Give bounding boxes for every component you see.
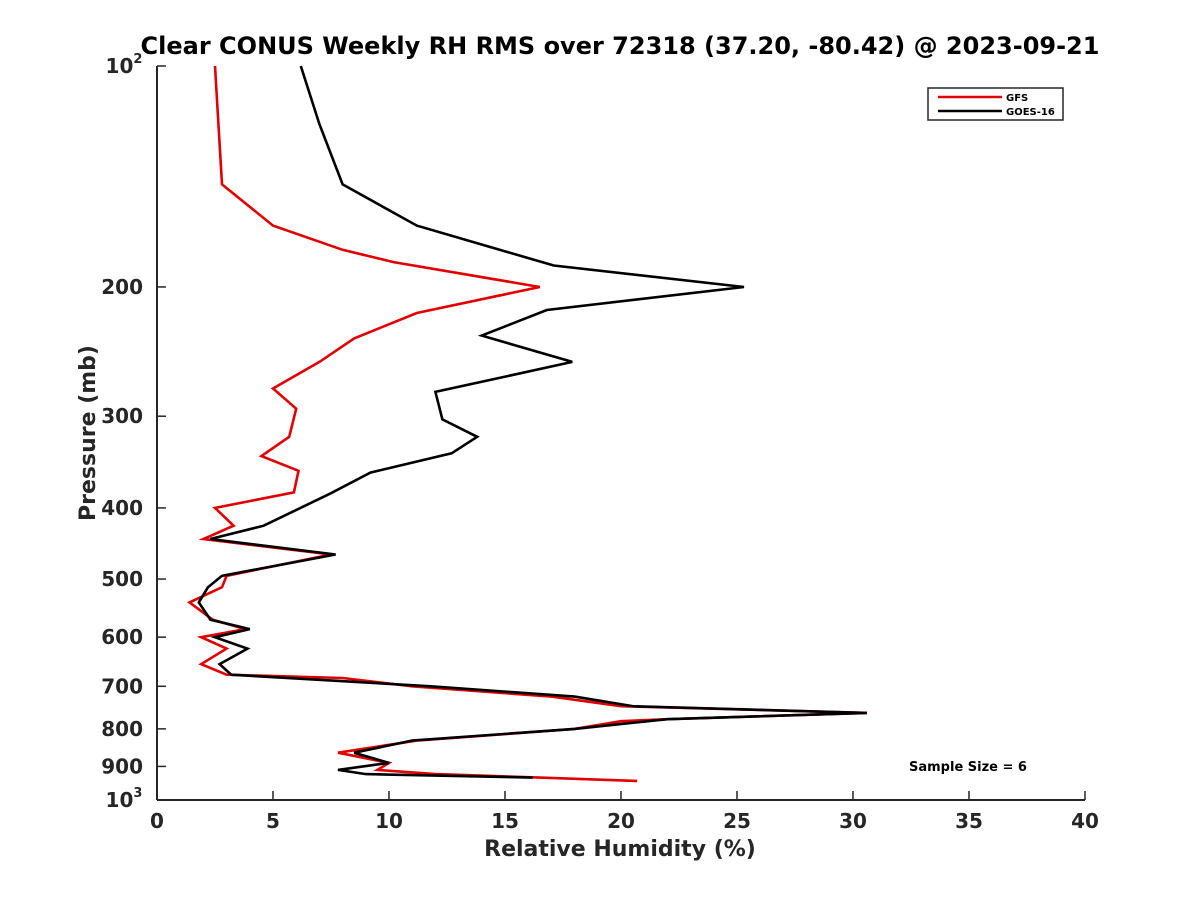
x-tick-label: 35: [955, 809, 983, 833]
x-tick-label: 15: [491, 809, 519, 833]
sample-size-annotation: Sample Size = 6: [909, 760, 1027, 775]
y-tick-label: 200: [101, 275, 143, 299]
x-tick-label: 10: [375, 809, 403, 833]
y-tick-label: 300: [101, 404, 143, 428]
legend: GFS GOES-16: [927, 87, 1064, 121]
plot-area: 0 5 10 15 20 25 30 35 40 102 200 300 400 500 600 700 800…: [101, 52, 1099, 833]
x-tick-label: 25: [723, 809, 751, 833]
legend-label-goes-16: GOES-16: [1006, 107, 1055, 118]
y-tick-label: 800: [101, 717, 143, 741]
y-axis-label: Pressure (mb): [76, 345, 101, 521]
y-tick-label: 400: [101, 496, 143, 520]
y-tick-label: 900: [101, 754, 143, 778]
x-tick-label: 30: [839, 809, 867, 833]
y-tick-label: 103: [106, 786, 143, 812]
series-line-gfs: [186, 65, 867, 783]
legend-label-gfs: GFS: [1006, 93, 1028, 104]
y-tick-label: 700: [101, 674, 143, 698]
x-tick-label: 40: [1071, 809, 1099, 833]
x-tick-label: 0: [150, 809, 164, 833]
y-tick-label: 102: [106, 52, 143, 78]
y-tick-label: 500: [101, 567, 143, 591]
x-axis-label: Relative Humidity (%): [484, 837, 756, 862]
series-line-goes-16: [197, 65, 867, 779]
legend-box: [927, 87, 1064, 121]
x-tick-label: 5: [266, 809, 280, 833]
x-tick-label: 20: [607, 809, 635, 833]
chart-title: Clear CONUS Weekly RH RMS over 72318 (37…: [141, 32, 1100, 60]
y-tick-label: 600: [101, 625, 143, 649]
